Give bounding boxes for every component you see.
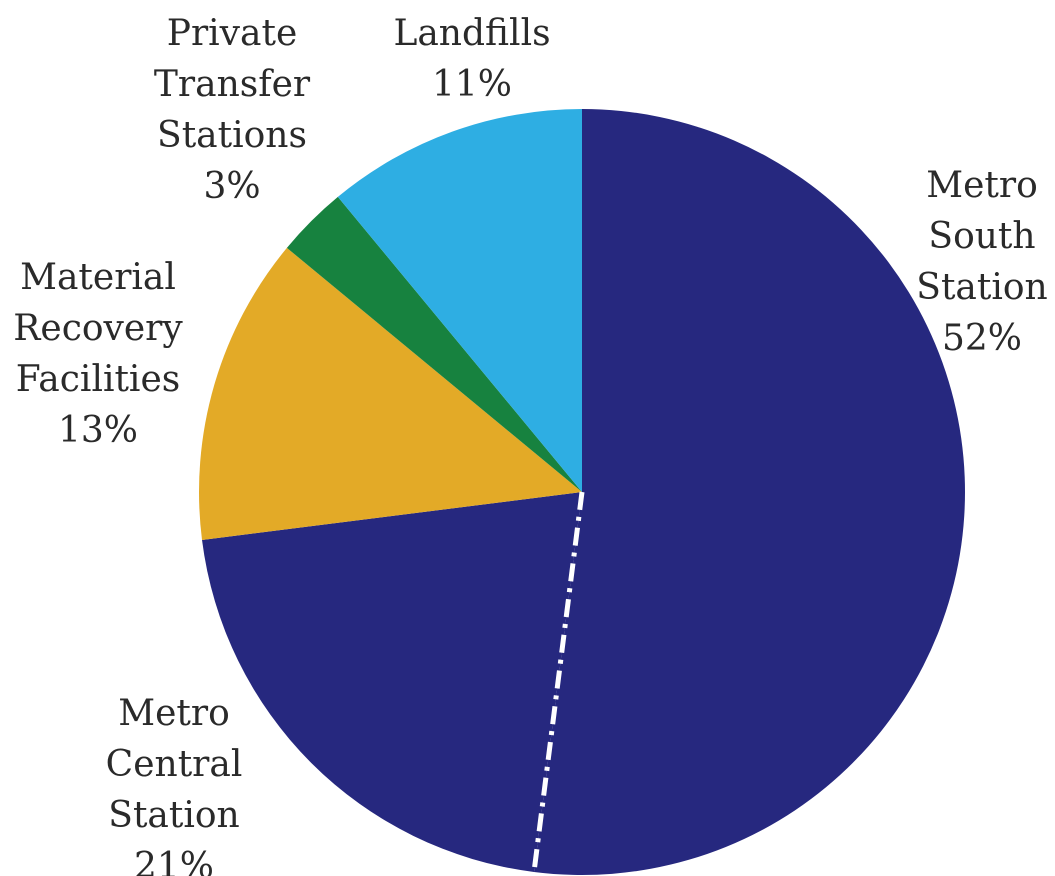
- slice-name-line: Transfer: [154, 64, 311, 105]
- metro-divider-line: [531, 491, 585, 873]
- slice-name-line: South: [928, 216, 1035, 257]
- pie-labels: Metro South Station 52% Metro Central Station 2…: [13, 13, 1047, 876]
- slice-percent-label: 11%: [432, 64, 512, 105]
- slice-percent-label: 3%: [203, 166, 260, 207]
- slice-label-landfills: Landfills 11%: [393, 13, 550, 105]
- slice-name-line: Stations: [157, 115, 307, 156]
- slice-percent-label: 21%: [134, 846, 214, 876]
- slice-name-line: Station: [916, 267, 1047, 308]
- slice-label-metro-central-station: Metro Central Station 21%: [106, 693, 243, 876]
- slice-name-line: Landfills: [393, 13, 550, 54]
- slice-name-line: Central: [106, 744, 243, 785]
- slice-name-line: Metro: [118, 693, 230, 734]
- pie-slice-private-transfer-stations: [286, 196, 582, 492]
- slice-percent-label: 13%: [58, 410, 138, 451]
- pie-slice-landfills: [337, 109, 582, 492]
- slice-label-private-transfer-stations: Private Transfer Stations 3%: [154, 13, 311, 207]
- pie-slice-metro-central-station: [202, 492, 582, 872]
- pie-slices: [199, 109, 966, 875]
- slice-name-line: Private: [167, 13, 298, 54]
- slice-label-metro-south-station: Metro South Station 52%: [916, 165, 1047, 359]
- slice-label-material-recovery-facilities: Material Recovery Facilities 13%: [13, 257, 183, 451]
- slice-name-line: Metro: [926, 165, 1038, 206]
- pie-slice-metro-south-station: [534, 109, 966, 875]
- pie-slice-material-recovery-facilities: [199, 247, 582, 540]
- slice-name-line: Recovery: [13, 308, 183, 349]
- slice-name-line: Station: [108, 795, 239, 836]
- slice-name-line: Material: [20, 257, 176, 298]
- slice-percent-label: 52%: [942, 318, 1022, 359]
- slice-name-line: Facilities: [16, 359, 180, 400]
